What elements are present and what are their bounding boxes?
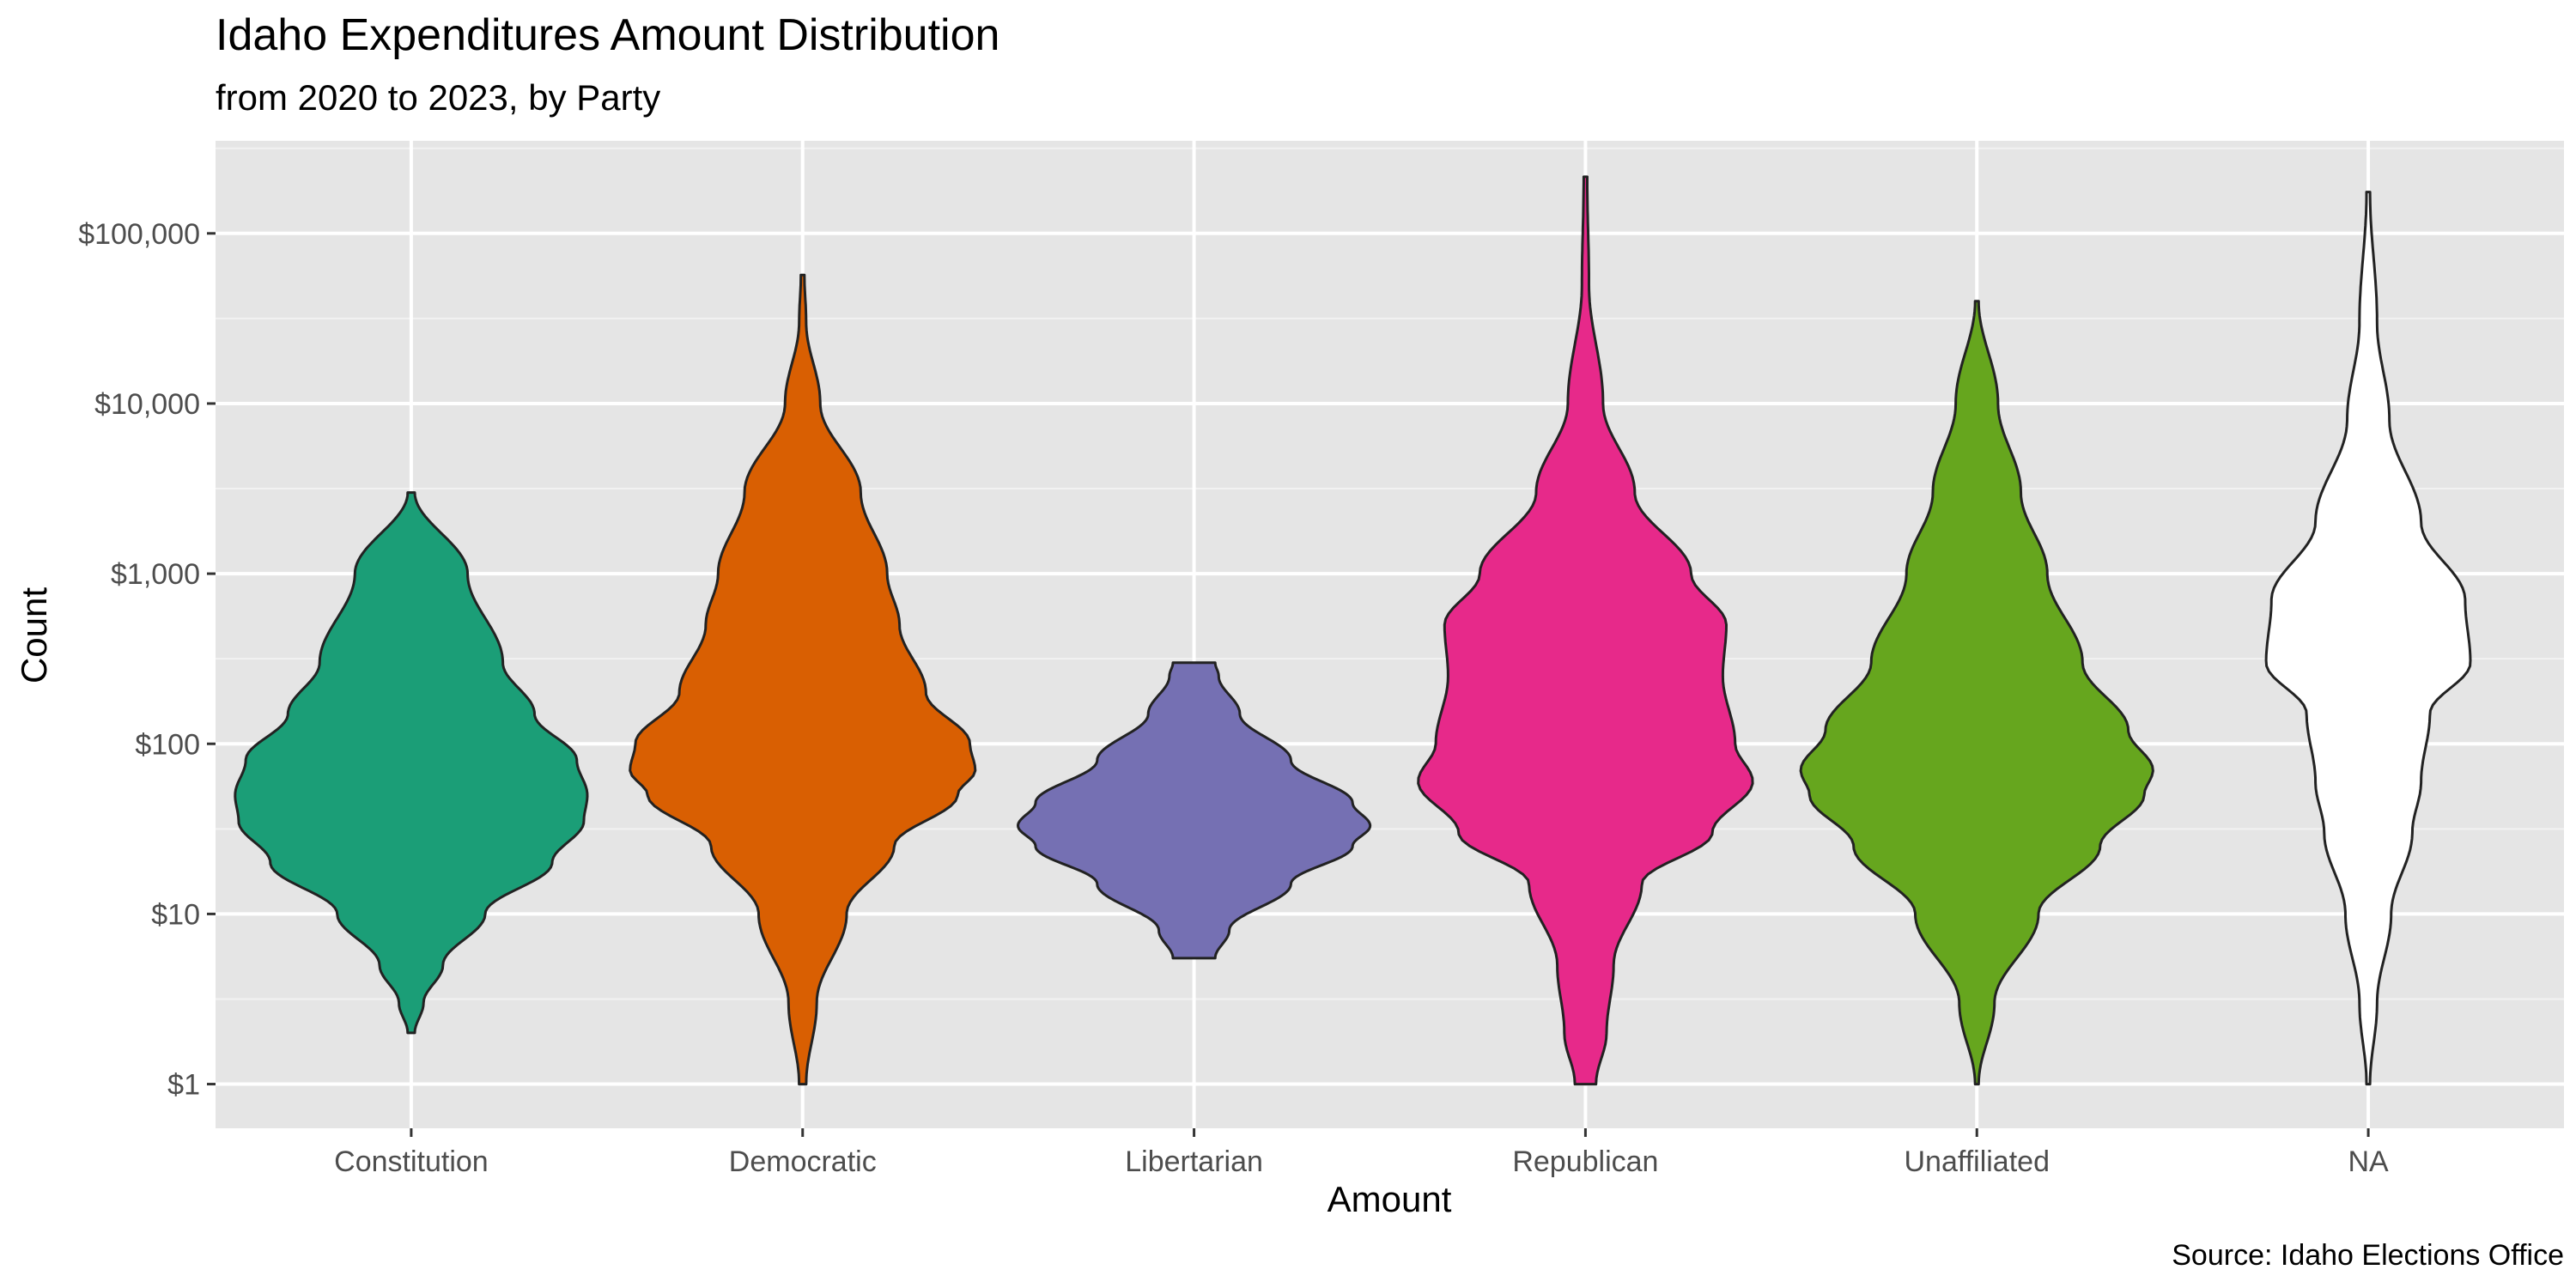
x-tick-label: Republican bbox=[1512, 1145, 1658, 1178]
violin-na bbox=[2264, 191, 2472, 1086]
chart-subtitle: from 2020 to 2023, by Party bbox=[216, 77, 660, 118]
violin-republican bbox=[1417, 175, 1754, 1086]
violin-libertarian bbox=[1017, 661, 1372, 960]
y-tick-label: $10 bbox=[151, 898, 200, 931]
plot-panel bbox=[216, 141, 2564, 1128]
x-tick-label: Unaffiliated bbox=[1905, 1145, 2050, 1178]
y-tick-label: $100 bbox=[135, 728, 200, 761]
y-axis-ticks: $1 $10 $100 $1,000 $10,000 $100,000 bbox=[78, 218, 216, 1102]
violin-unaffiliated bbox=[1799, 300, 2154, 1086]
y-axis-title: Count bbox=[14, 587, 54, 683]
violins bbox=[234, 175, 2472, 1086]
x-axis-ticks: Constitution Democratic Libertarian Republi… bbox=[334, 1128, 2389, 1178]
x-axis-title: Amount bbox=[1327, 1179, 1452, 1219]
violin-democratic bbox=[629, 273, 977, 1086]
y-tick-label: $1,000 bbox=[111, 558, 200, 591]
y-tick-label: $1 bbox=[167, 1069, 200, 1102]
y-tick-label: $10,000 bbox=[94, 388, 200, 421]
chart-caption: Source: Idaho Elections Office bbox=[2172, 1239, 2564, 1272]
violin-constitution bbox=[234, 491, 589, 1035]
y-tick-label: $100,000 bbox=[78, 218, 200, 251]
x-tick-label: Constitution bbox=[334, 1145, 489, 1178]
x-tick-label: NA bbox=[2348, 1145, 2389, 1178]
x-tick-label: Libertarian bbox=[1125, 1145, 1263, 1178]
x-tick-label: Democratic bbox=[729, 1145, 877, 1178]
chart-title: Idaho Expenditures Amount Distribution bbox=[216, 10, 999, 60]
